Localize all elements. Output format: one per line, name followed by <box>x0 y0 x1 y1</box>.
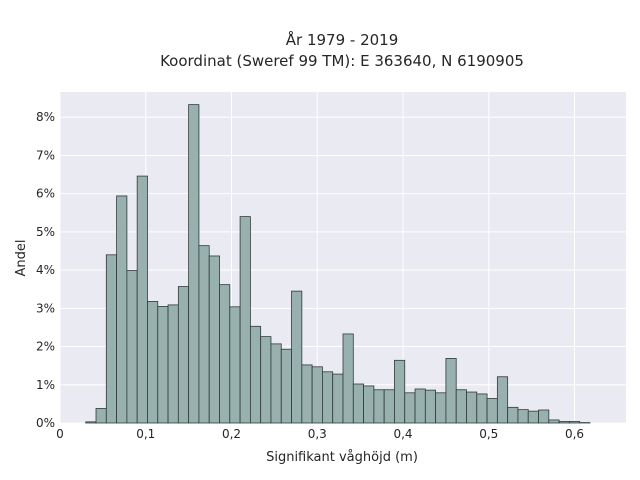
chart-title: År 1979 - 2019 <box>286 30 399 49</box>
histogram-bar <box>167 304 179 424</box>
histogram-bar <box>157 306 169 424</box>
histogram-bar <box>486 398 498 424</box>
y-tick-label: 6% <box>36 187 55 201</box>
histogram-bar <box>219 284 231 424</box>
histogram-bar <box>260 336 272 424</box>
histogram-bar <box>105 254 117 424</box>
histogram-bar <box>435 392 447 424</box>
x-tick-label: 0,1 <box>136 427 155 441</box>
histogram-bar <box>527 410 539 424</box>
histogram-bar <box>239 216 251 424</box>
y-tick-label: 8% <box>36 110 55 124</box>
histogram-bar <box>85 421 97 424</box>
histogram-bar <box>208 255 220 424</box>
histogram-bar <box>280 348 292 424</box>
y-tick-label: 3% <box>36 301 55 315</box>
histogram-bar <box>383 389 395 424</box>
histogram-bar <box>455 389 467 424</box>
y-axis-ticks: 0% 1% 2% 3% 4% 5% 6% 7% 8% <box>36 110 55 430</box>
histogram-bar <box>116 195 128 424</box>
x-axis-ticks: 0 0,1 0,2 0,3 0,4 0,5 0,6 <box>56 427 584 441</box>
x-axis-label: Signifikant våghöjd (m) <box>266 450 418 465</box>
histogram-bar <box>414 388 426 424</box>
y-tick-label: 4% <box>36 263 55 277</box>
histogram-bar <box>198 245 210 424</box>
histogram-bar <box>177 286 190 424</box>
histogram-bar <box>229 306 241 424</box>
histogram-bar <box>188 104 200 424</box>
x-tick-label: 0,2 <box>222 427 241 441</box>
histogram-bar <box>507 406 519 424</box>
histogram-bar <box>538 409 550 424</box>
histogram-bar <box>476 393 488 424</box>
x-tick-label: 0,5 <box>479 427 498 441</box>
histogram-bar <box>332 373 344 424</box>
histogram-bar <box>394 359 406 424</box>
histogram-bar <box>373 389 385 424</box>
histogram-bar <box>496 376 509 424</box>
histogram-bars <box>85 104 591 424</box>
histogram-bar <box>548 419 560 424</box>
histogram-bar <box>558 421 570 424</box>
histogram-bar <box>322 371 334 424</box>
y-tick-label: 5% <box>36 225 55 239</box>
histogram-bar <box>352 383 364 424</box>
histogram-bar <box>147 301 159 424</box>
histogram-bar <box>311 366 323 424</box>
chart-subtitle: Koordinat (Sweref 99 TM): E 363640, N 61… <box>160 52 524 70</box>
x-tick-label: 0,3 <box>308 427 327 441</box>
histogram-bar <box>301 364 313 424</box>
histogram-bar <box>95 408 107 424</box>
histogram-bar <box>424 389 437 424</box>
y-tick-label: 0% <box>36 416 55 430</box>
histogram-bar <box>569 421 581 424</box>
y-axis-label: Andel <box>14 240 29 277</box>
histogram-bar <box>445 358 457 424</box>
x-tick-label: 0,4 <box>393 427 412 441</box>
histogram-bar <box>270 343 282 424</box>
histogram-bar <box>363 385 375 424</box>
histogram-bar <box>136 175 148 424</box>
histogram-bar <box>342 333 354 424</box>
histogram-bar <box>404 392 416 424</box>
histogram-bar <box>517 409 529 424</box>
y-tick-label: 1% <box>36 378 55 392</box>
histogram-bar <box>249 325 262 424</box>
histogram-bar <box>291 290 303 424</box>
x-tick-label: 0,6 <box>565 427 584 441</box>
y-tick-label: 7% <box>36 148 55 162</box>
x-tick-label: 0 <box>56 427 64 441</box>
histogram-bar <box>466 391 478 424</box>
y-tick-label: 2% <box>36 340 55 354</box>
histogram-bar <box>126 270 138 424</box>
